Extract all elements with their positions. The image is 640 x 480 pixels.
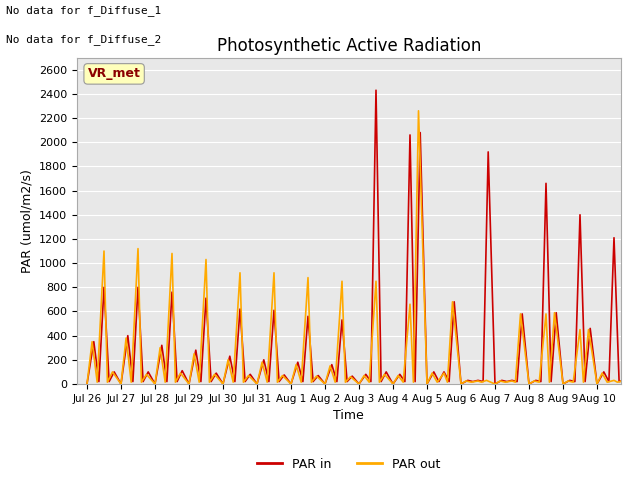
Legend: PAR in, PAR out: PAR in, PAR out [252, 453, 445, 476]
Title: Photosynthetic Active Radiation: Photosynthetic Active Radiation [216, 36, 481, 55]
X-axis label: Time: Time [333, 409, 364, 422]
Text: VR_met: VR_met [88, 67, 141, 80]
Text: No data for f_Diffuse_2: No data for f_Diffuse_2 [6, 34, 162, 45]
Y-axis label: PAR (umol/m2/s): PAR (umol/m2/s) [20, 169, 33, 273]
Text: No data for f_Diffuse_1: No data for f_Diffuse_1 [6, 5, 162, 16]
